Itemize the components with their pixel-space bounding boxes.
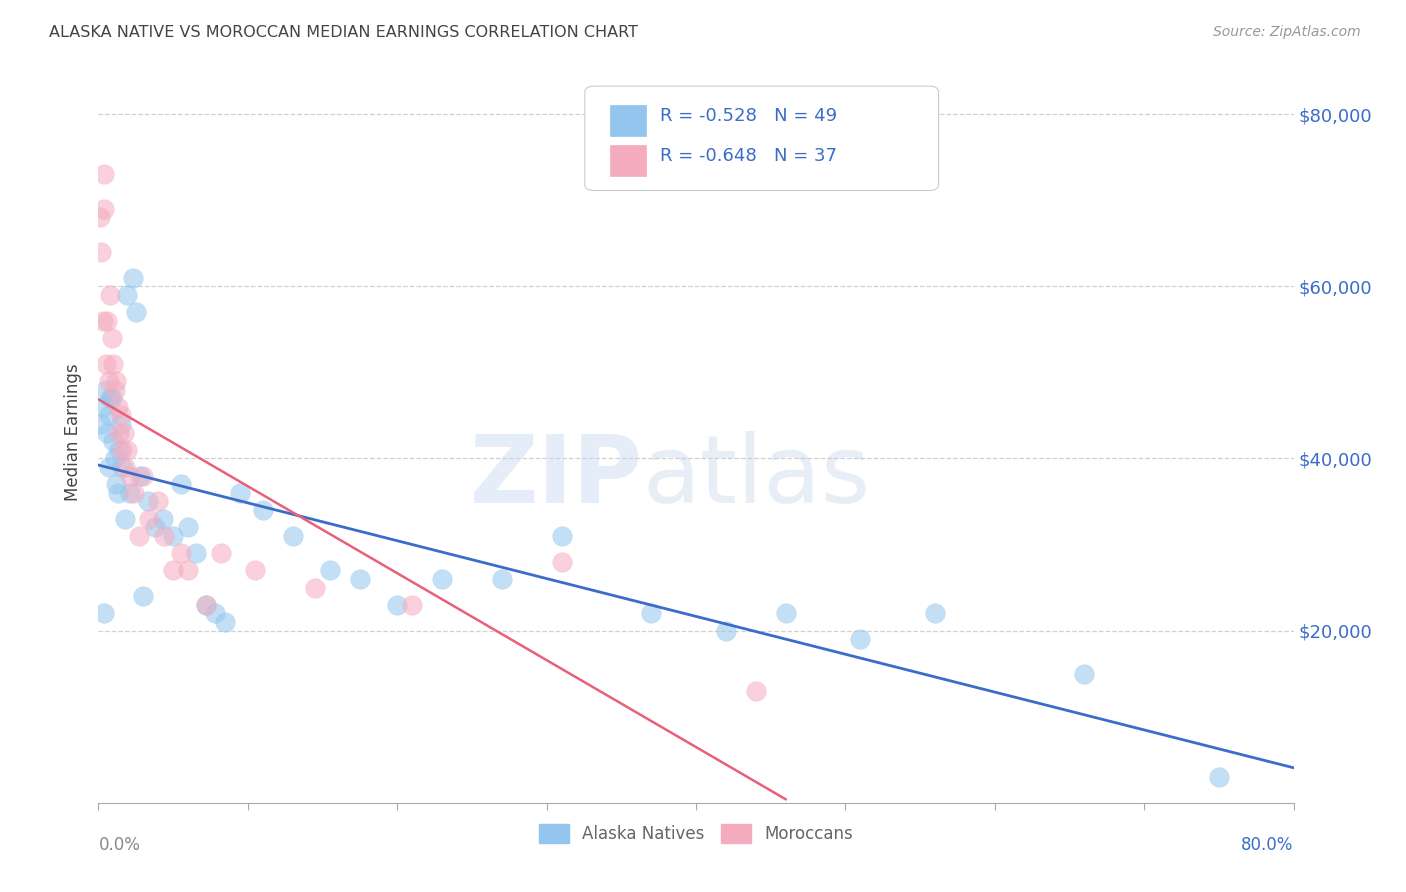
Point [93,607,115,621]
Point [169,477,191,491]
Point [745,684,768,698]
Point [195,598,218,612]
Point [107,400,129,414]
Point [91,314,114,328]
Point [229,486,252,500]
FancyBboxPatch shape [610,145,645,176]
Point [385,598,409,612]
Point [209,546,232,560]
Point [128,529,150,543]
Point [96,314,118,328]
Point [775,607,797,621]
Point [714,624,737,638]
Text: ALASKA NATIVE VS MOROCCAN MEDIAN EARNINGS CORRELATION CHART: ALASKA NATIVE VS MOROCCAN MEDIAN EARNING… [49,25,638,40]
Point [124,486,146,500]
Point [1073,666,1095,681]
Point [103,434,125,449]
Point [93,202,115,216]
Point [304,581,326,595]
Point [105,374,128,388]
Point [114,460,136,475]
Point [101,391,124,405]
Point [118,468,141,483]
Point [152,512,174,526]
Point [89,211,111,225]
Point [104,383,127,397]
Point [111,442,134,457]
Point [118,486,141,500]
Point [138,512,160,526]
Point [93,167,115,181]
Point [90,244,112,259]
FancyBboxPatch shape [585,87,939,191]
Point [550,529,572,543]
Point [550,555,572,569]
Point [90,417,112,431]
Point [349,572,371,586]
Point [148,494,170,508]
Point [281,529,304,543]
Text: R = -0.528   N = 49: R = -0.528 N = 49 [661,107,837,125]
Point [97,374,120,388]
Point [111,460,134,475]
Point [104,451,127,466]
Point [177,563,200,577]
Point [849,632,872,647]
Point [177,520,200,534]
Point [96,425,118,440]
Point [98,288,122,302]
Point [401,598,423,612]
Point [103,357,125,371]
Text: Source: ZipAtlas.com: Source: ZipAtlas.com [1213,25,1361,39]
Point [162,563,184,577]
Point [108,425,131,440]
Point [143,520,166,534]
Point [162,529,184,543]
Point [1208,770,1230,784]
Point [110,409,132,423]
Point [252,503,274,517]
Point [924,607,946,621]
Point [184,546,207,560]
Point [94,357,117,371]
Point [430,572,453,586]
Point [91,400,114,414]
Text: R = -0.648   N = 37: R = -0.648 N = 37 [661,147,837,165]
Point [97,409,120,423]
Point [105,477,128,491]
Point [204,607,226,621]
Point [136,494,159,508]
Point [214,615,236,629]
Point [108,442,131,457]
Point [114,512,136,526]
Point [132,468,155,483]
Point [153,529,176,543]
Point [98,391,122,405]
Point [132,589,155,603]
Y-axis label: Median Earnings: Median Earnings [65,364,83,501]
Point [97,460,120,475]
Text: 0.0%: 0.0% [98,836,141,855]
FancyBboxPatch shape [610,105,645,136]
Point [94,383,117,397]
Text: atlas: atlas [643,431,870,523]
Point [640,607,662,621]
Point [245,563,267,577]
Point [195,598,218,612]
Point [110,417,132,431]
Point [491,572,513,586]
Legend: Alaska Natives, Moroccans: Alaska Natives, Moroccans [531,817,860,850]
Text: 80.0%: 80.0% [1241,836,1294,855]
Text: ZIP: ZIP [470,431,643,523]
Point [101,331,124,345]
Point [121,270,143,285]
Point [115,442,138,457]
Point [112,425,135,440]
Point [129,468,152,483]
Point [125,305,148,319]
Point [107,486,129,500]
Point [115,288,138,302]
Point [169,546,191,560]
Point [319,563,342,577]
